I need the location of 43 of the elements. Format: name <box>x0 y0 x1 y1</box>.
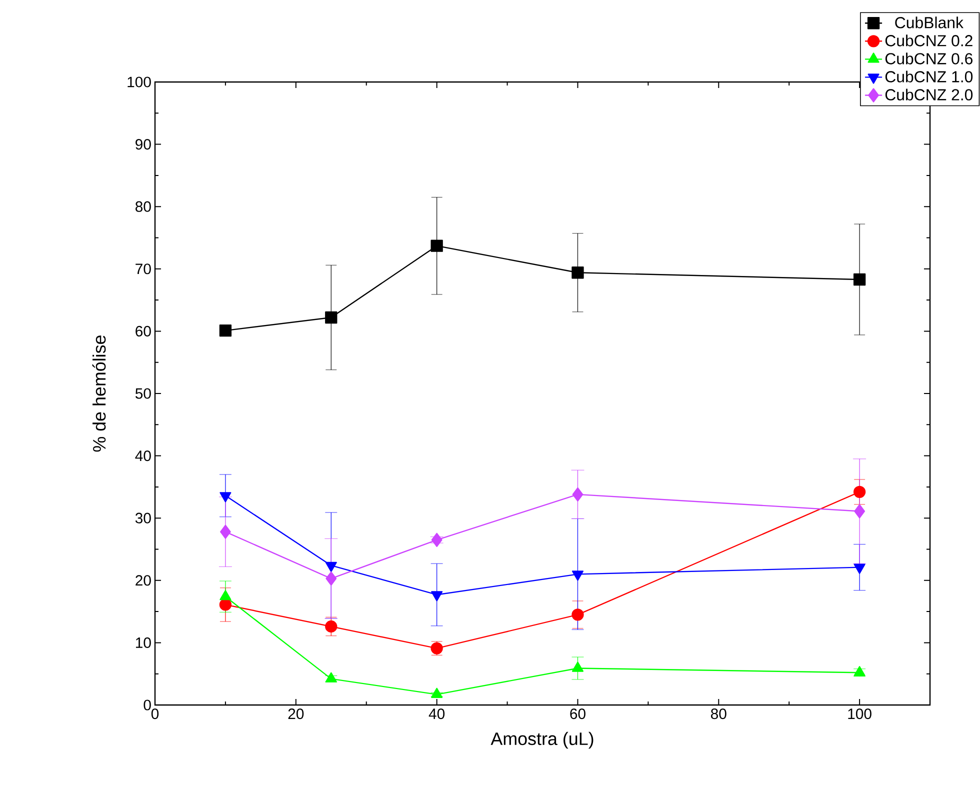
point <box>326 571 337 586</box>
legend-label: CubCNZ 0.6 <box>885 52 972 64</box>
y-tick-label: 60 <box>136 326 151 336</box>
y-tick-label: 40 <box>135 450 151 462</box>
point <box>431 688 443 698</box>
x-tick-label: 60 <box>570 708 586 720</box>
point <box>572 608 584 621</box>
point <box>220 524 231 539</box>
legend-label: CubCNZ 1.0 <box>885 70 973 82</box>
y-tick-label: 100 <box>128 76 151 88</box>
point <box>572 487 584 502</box>
point <box>572 266 584 279</box>
x-tick-label: 40 <box>428 708 445 720</box>
point <box>219 324 232 337</box>
x-axis-title: Amostra (uL) <box>490 732 594 749</box>
y-tick-label: 30 <box>135 512 151 524</box>
y-tick-label: 90 <box>136 139 151 150</box>
point <box>219 598 232 611</box>
y-tick-label: 20 <box>136 575 151 586</box>
x-tick-label: 20 <box>288 708 304 720</box>
point <box>853 486 866 498</box>
point <box>431 532 442 547</box>
legend-label: CubCNZ 2.0 <box>885 88 973 100</box>
y-tick-label: 80 <box>136 201 151 212</box>
y-axis-title: % de hemólise <box>92 336 106 452</box>
y-tick-label: 0 <box>144 700 151 710</box>
x-tick-label: 100 <box>848 708 872 720</box>
point <box>325 620 338 633</box>
y-tick-label: 50 <box>135 388 151 399</box>
x-tick-label: 80 <box>710 708 726 720</box>
point <box>853 273 866 286</box>
y-tick-label: 10 <box>136 637 151 648</box>
point <box>325 672 337 682</box>
point <box>220 590 232 600</box>
y-tick-label: 70 <box>136 264 151 274</box>
point <box>854 666 866 676</box>
legend-label: CubCNZ 0.2 <box>885 34 972 46</box>
point <box>430 240 443 252</box>
x-tick-label: 0 <box>151 708 159 720</box>
legend-label: CubBlank <box>895 16 964 28</box>
point <box>572 662 584 672</box>
point <box>325 311 338 324</box>
point <box>854 504 866 518</box>
